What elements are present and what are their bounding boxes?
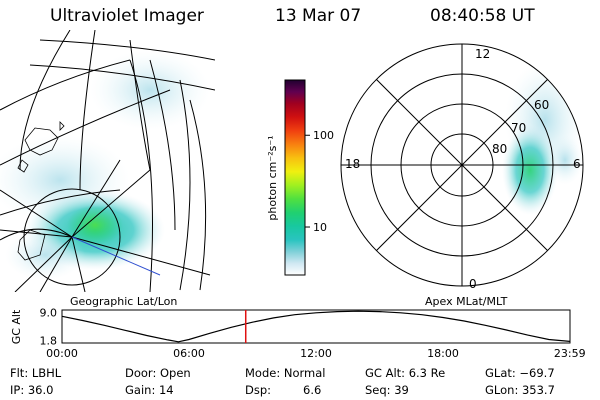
apex-caption: Apex MLat/MLT [425, 295, 508, 308]
colorbar-unit-label: photon cm⁻²s⁻¹ [266, 135, 279, 220]
ip-info: IP: 36.0 [10, 383, 54, 397]
date-label: 13 Mar 07 [275, 6, 362, 26]
time-label: 08:40:58 UT [430, 6, 535, 26]
mode-info: Mode: Normal [245, 366, 326, 380]
glat-info: GLat: −69.7 [485, 366, 555, 380]
altitude-plot: GC Alt 9.0 1.8 00:00 06:00 12:00 18:00 23:59 [10, 306, 586, 360]
mlat-label: 70 [511, 121, 526, 135]
altitude-xtick-label: 18:00 [427, 347, 459, 360]
door-info: Door: Open [125, 366, 191, 380]
colorbar-tick-label: 100 [313, 129, 334, 142]
altitude-curve [61, 310, 570, 343]
altitude-xtick-label: 06:00 [173, 347, 205, 360]
altitude-xtick-label: 12:00 [300, 347, 332, 360]
altitude-xtick-label: 23:59 [554, 347, 586, 360]
colorbar-gradient [284, 79, 306, 276]
altitude-frame [61, 309, 571, 344]
altitude-ytick-label: 9.0 [40, 306, 58, 319]
mlt-label: 6 [573, 157, 581, 171]
mlt-label: 0 [469, 277, 477, 291]
gain-info: Gain: 14 [125, 383, 174, 397]
geographic-caption: Geographic Lat/Lon [70, 295, 178, 308]
geographic-map [0, 30, 215, 292]
seq-info: Seq: 39 [365, 383, 409, 397]
mlt-label: 18 [345, 157, 360, 171]
instrument-title: Ultraviolet Imager [50, 6, 204, 26]
dsp-label: Dsp: [245, 383, 272, 397]
dsp-value: 6.6 [303, 383, 322, 397]
mlt-label: 12 [475, 47, 490, 61]
mlat-label: 60 [534, 98, 549, 112]
glon-info: GLon: 353.7 [485, 383, 555, 397]
colorbar-tick-label: 10 [313, 221, 327, 234]
altitude-xtick-label: 00:00 [46, 347, 78, 360]
mlat-label: 80 [492, 142, 507, 156]
altitude-ytick-label: 1.8 [40, 335, 58, 348]
altitude-ylabel: GC Alt [10, 309, 23, 344]
gc-alt-info: GC Alt: 6.3 Re [365, 366, 446, 380]
filter-info: Flt: LBHL [10, 366, 62, 380]
colorbar: 100 10 photon cm⁻²s⁻¹ [266, 79, 334, 276]
